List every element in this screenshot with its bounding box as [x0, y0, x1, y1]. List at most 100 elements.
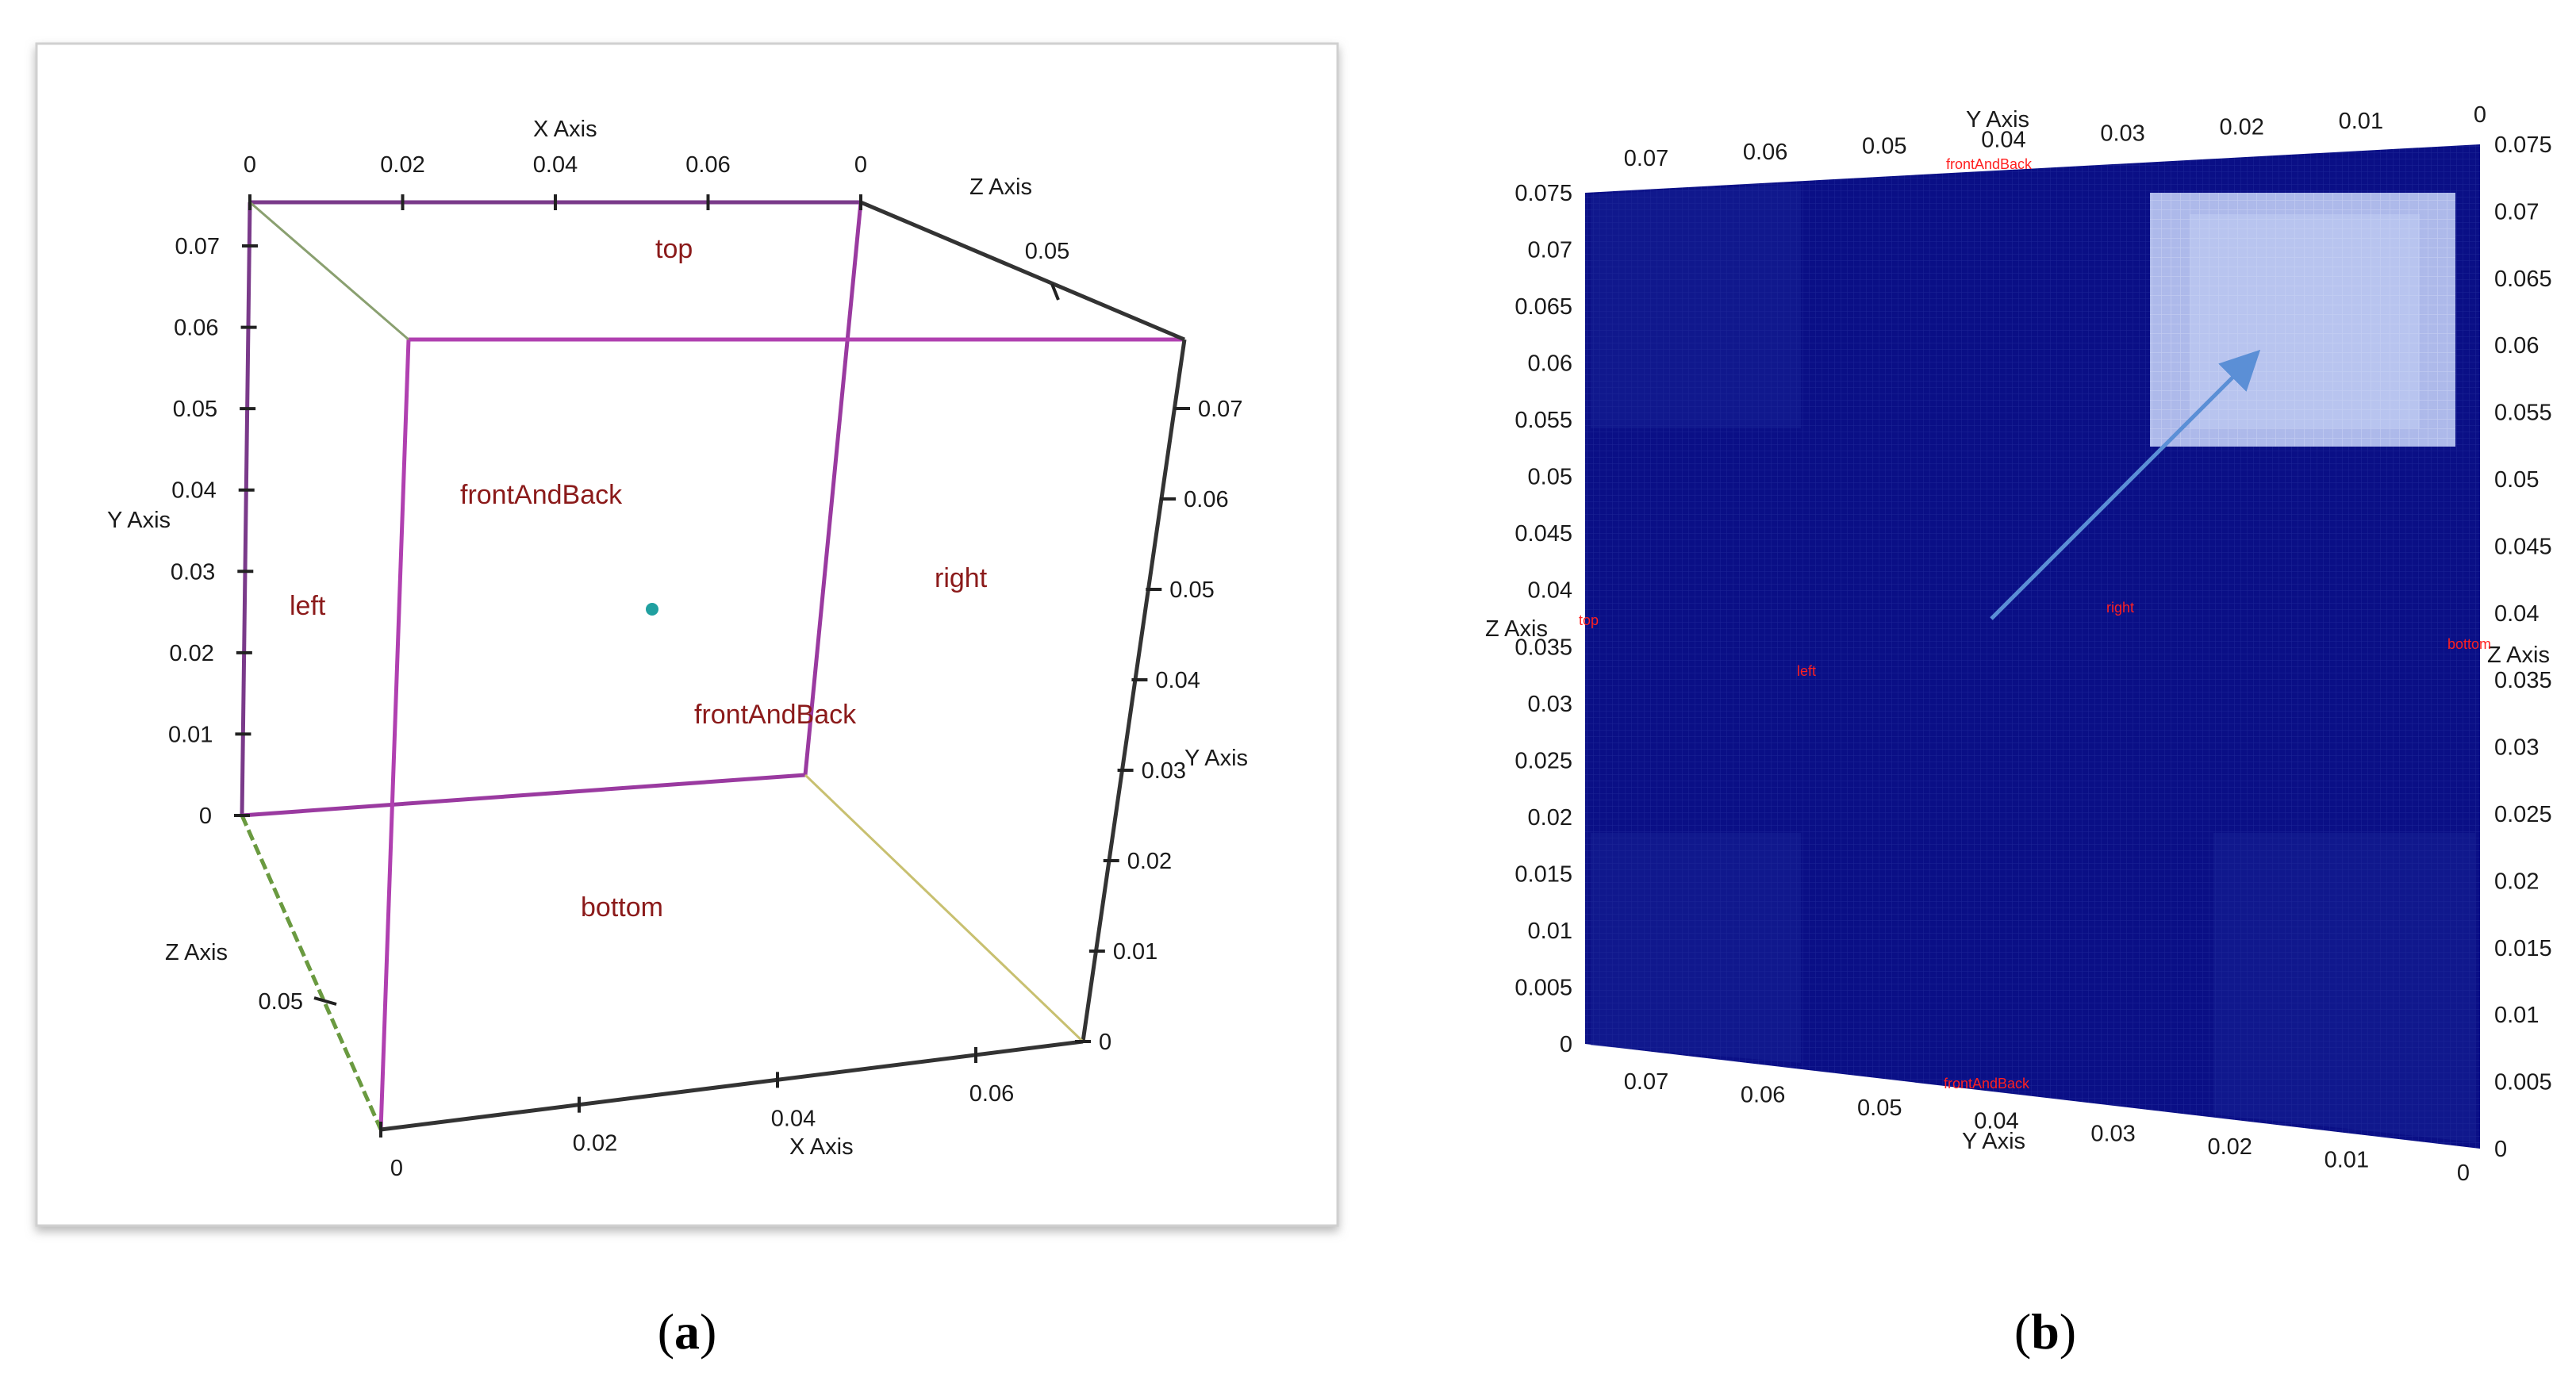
- a-y-axis-right-title: Y Axis: [1184, 746, 1248, 771]
- caption-a: (a): [658, 1303, 717, 1360]
- b-z-left-tick-label: 0.07: [1528, 238, 1572, 263]
- b-y-top-tick-label: 0.03: [2100, 121, 2144, 147]
- b-z-axis-right-title: Z Axis: [2487, 643, 2550, 668]
- a-z-axis-top-title: Z Axis: [969, 175, 1032, 200]
- b-y-top-tick-label: 0.04: [1981, 127, 2025, 152]
- a-y-left-tick-label: 0.03: [171, 559, 215, 585]
- b-y-bottom-tick-label: 0: [2457, 1161, 2470, 1186]
- edge-back-left: [240, 201, 252, 816]
- a-y-left-tick-label: 0.04: [171, 478, 216, 504]
- b-face-top: top: [1579, 612, 1599, 628]
- b-y-top-tick-label: 0.01: [2339, 109, 2383, 134]
- b-z-axis-left-title: Z Axis: [1485, 616, 1548, 642]
- b-z-right-tick-label: 0.055: [2494, 401, 2552, 426]
- a-y-left-tick-label: 0.01: [168, 722, 213, 747]
- a-x-bottom-tick-label: 0.04: [771, 1106, 816, 1131]
- a-x-bottom-tick-label: 0.06: [969, 1081, 1014, 1107]
- edge-front-bottom: [380, 1039, 1084, 1132]
- b-z-right-tick-label: 0.045: [2494, 534, 2552, 559]
- b-y-top-tick-label: 0.07: [1624, 146, 1668, 171]
- a-z-axis-left-title: Z Axis: [165, 940, 228, 965]
- b-z-right-tick-label: 0.05: [2494, 467, 2539, 493]
- edge-back-right: [803, 201, 863, 776]
- b-face-right: right: [2106, 600, 2134, 616]
- a-face-right: right: [935, 563, 988, 593]
- a-y-right-tick-label: 0.04: [1155, 668, 1200, 693]
- edge-top-left: [249, 201, 409, 341]
- b-y-bottom-tick-label: 0.01: [2325, 1148, 2369, 1173]
- b-z-right-tick-label: 0.025: [2494, 802, 2552, 827]
- a-z-left-tick-label: 0.05: [259, 989, 303, 1015]
- a-y-right-tick-label: 0.07: [1198, 397, 1242, 422]
- b-z-right-tick-label: 0.02: [2494, 869, 2539, 894]
- b-y-bottom-tick-label: 0.06: [1741, 1082, 1785, 1107]
- b-y-top-tick-label: 0.06: [1743, 140, 1787, 165]
- a-y-right-tick-label: 0.05: [1169, 577, 1214, 603]
- a-z-top-tick-label: 0.05: [1025, 239, 1069, 264]
- edge-bottom-left: [240, 814, 383, 1131]
- b-z-right-tick-label: 0.015: [2494, 936, 2552, 961]
- b-z-right-tick-label: 0.04: [2494, 601, 2539, 627]
- b-y-bottom-tick-label: 0.05: [1857, 1095, 1902, 1121]
- b-z-right-tick-label: 0: [2494, 1137, 2507, 1162]
- a-y-left-tick-label: 0.05: [173, 397, 217, 422]
- a-y-right-tick-label: 0.01: [1113, 939, 1157, 965]
- a-face-front-lower: frontAndBack: [694, 700, 857, 730]
- b-z-left-tick-label: 0.06: [1528, 351, 1572, 377]
- caption-b: (b): [2014, 1303, 2076, 1360]
- b-z-left-tick-label: 0.025: [1515, 748, 1572, 773]
- a-x-top-tick-label: 0: [244, 152, 256, 178]
- b-z-left-tick-label: 0.02: [1528, 805, 1572, 831]
- b-z-left-tick-label: 0.005: [1515, 975, 1572, 1000]
- b-y-bottom-tick-label: 0.02: [2207, 1134, 2252, 1160]
- b-face-front-top: frontAndBack: [1946, 156, 2033, 172]
- mesh-refined-bottomright: [2213, 833, 2475, 1142]
- a-x-top-tick-label: 0.02: [380, 152, 424, 178]
- a-face-front-upper: frontAndBack: [460, 480, 623, 510]
- a-y-right-tick-label: 0.06: [1184, 487, 1228, 512]
- a-y-right-tick-label: 0.03: [1142, 758, 1186, 784]
- panel-a-frame: [35, 42, 1339, 1227]
- b-z-left-tick-label: 0.015: [1515, 861, 1572, 887]
- b-z-left-tick-label: 0.035: [1515, 635, 1572, 660]
- b-face-left: left: [1797, 663, 1816, 679]
- edge-front-right: [1081, 339, 1187, 1042]
- b-z-left-tick-label: 0.045: [1515, 521, 1572, 547]
- b-z-left-tick-label: 0.065: [1515, 294, 1572, 320]
- b-y-bottom-tick-label: 0.03: [2090, 1122, 2135, 1147]
- b-face-bottom: bottom: [2447, 636, 2491, 652]
- a-x-top-tick-label: 0.04: [533, 152, 578, 178]
- a-y-right-tick-label: 0.02: [1127, 849, 1172, 874]
- a-y-axis-left-title: Y Axis: [107, 508, 171, 533]
- b-y-axis-top-title: Y Axis: [1966, 107, 2029, 132]
- a-y-left-tick-label: 0.06: [174, 316, 218, 341]
- b-y-top-tick-label: 0.02: [2219, 115, 2263, 140]
- b-z-left-tick-label: 0.04: [1528, 578, 1572, 604]
- b-z-left-tick-label: 0.01: [1528, 919, 1572, 944]
- a-x-axis-top-title: X Axis: [533, 117, 597, 142]
- edge-front-left: [378, 339, 411, 1130]
- a-x-bottom-tick-label: 0.02: [573, 1131, 617, 1157]
- b-z-left-tick-label: 0.03: [1528, 692, 1572, 717]
- cube-wireframe: [240, 200, 1187, 1132]
- a-y-right-tick-label: 0: [1099, 1030, 1111, 1055]
- a-z-left-tick-mark: [313, 996, 337, 1006]
- edge-bottom-right: [804, 773, 1085, 1043]
- b-z-left-tick-label: 0.055: [1515, 408, 1572, 433]
- a-y-left-tick-label: 0: [199, 804, 212, 829]
- center-point: [646, 603, 658, 616]
- b-z-right-tick-label: 0.07: [2494, 199, 2539, 224]
- b-z-right-tick-label: 0.06: [2494, 333, 2539, 359]
- b-y-top-tick-label: 0.05: [1862, 133, 1906, 159]
- edge-back-bottom: [241, 773, 806, 818]
- pointer-arrow: [1990, 349, 2261, 620]
- b-z-right-tick-label: 0.01: [2494, 1003, 2539, 1028]
- a-x-bottom-tick-label: 0: [390, 1156, 403, 1181]
- b-y-bottom-tick-label: 0.07: [1624, 1069, 1668, 1095]
- a-x-axis-bottom-title: X Axis: [789, 1134, 854, 1160]
- b-z-right-tick-label: 0.035: [2494, 668, 2552, 693]
- panel-b-ticks: 0.07 0.06 0.05 0.04 0.03 0.02 0.01 0 0.075 0.07 0.…: [1515, 102, 2551, 1186]
- b-z-right-tick-label: 0.03: [2494, 735, 2539, 761]
- a-face-left: left: [290, 591, 326, 621]
- panel-b: 0.07 0.06 0.05 0.04 0.03 0.02 0.01 0 0.075 0.07 0.…: [1485, 102, 2552, 1360]
